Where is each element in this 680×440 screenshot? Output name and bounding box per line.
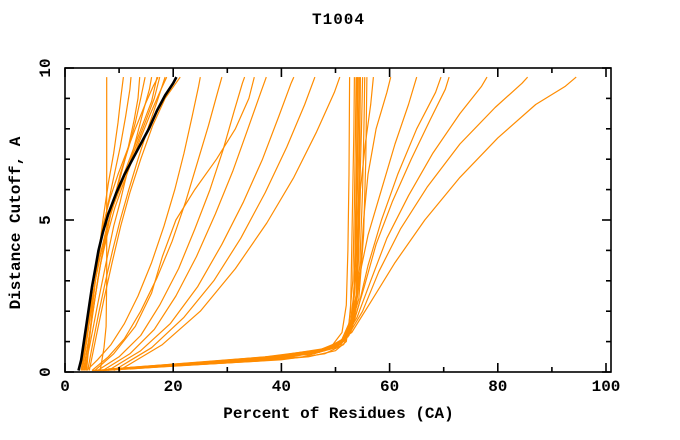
x-axis-label: Percent of Residues (CA) bbox=[223, 405, 454, 423]
curve-model-22 bbox=[97, 77, 358, 372]
curve-model-35 bbox=[113, 76, 442, 370]
y-tick-label-5: 5 bbox=[37, 215, 55, 225]
y-axis-label: Distance Cutoff, A bbox=[7, 136, 25, 310]
y-tick-label-10: 10 bbox=[37, 58, 55, 78]
curve-model-16 bbox=[102, 76, 267, 372]
chart-title: T1004 bbox=[311, 11, 365, 29]
x-tick-label-0: 0 bbox=[60, 378, 70, 396]
curve-model-19 bbox=[118, 76, 341, 372]
x-tick-label-20: 20 bbox=[163, 378, 183, 396]
x-tick-label-40: 40 bbox=[271, 378, 291, 396]
curve-model-09 bbox=[87, 76, 166, 371]
curve-model-06 bbox=[86, 77, 124, 371]
curve-reference-black bbox=[77, 76, 178, 371]
curve-model-12 bbox=[81, 77, 132, 371]
curve-model-11 bbox=[83, 76, 153, 371]
x-tick-label-60: 60 bbox=[379, 378, 400, 396]
y-tick-label-0: 0 bbox=[37, 367, 55, 377]
curve-model-25 bbox=[119, 77, 364, 370]
curve-model-20 bbox=[94, 76, 255, 371]
curve-model-05 bbox=[85, 76, 146, 371]
curve-model-15 bbox=[97, 76, 246, 372]
curve-model-13 bbox=[86, 76, 201, 371]
curve-model-39 bbox=[135, 76, 577, 368]
x-tick-label-100: 100 bbox=[591, 378, 621, 396]
curve-model-17 bbox=[107, 76, 295, 372]
curve-model-32 bbox=[94, 77, 351, 372]
curve-model-37 bbox=[124, 76, 488, 369]
curve-model-14 bbox=[91, 76, 223, 371]
x-tick-label-80: 80 bbox=[488, 378, 508, 396]
curve-model-36 bbox=[119, 76, 450, 369]
curve-model-38 bbox=[129, 76, 529, 368]
curve-model-10 bbox=[88, 76, 181, 371]
curve-model-18 bbox=[113, 76, 316, 372]
